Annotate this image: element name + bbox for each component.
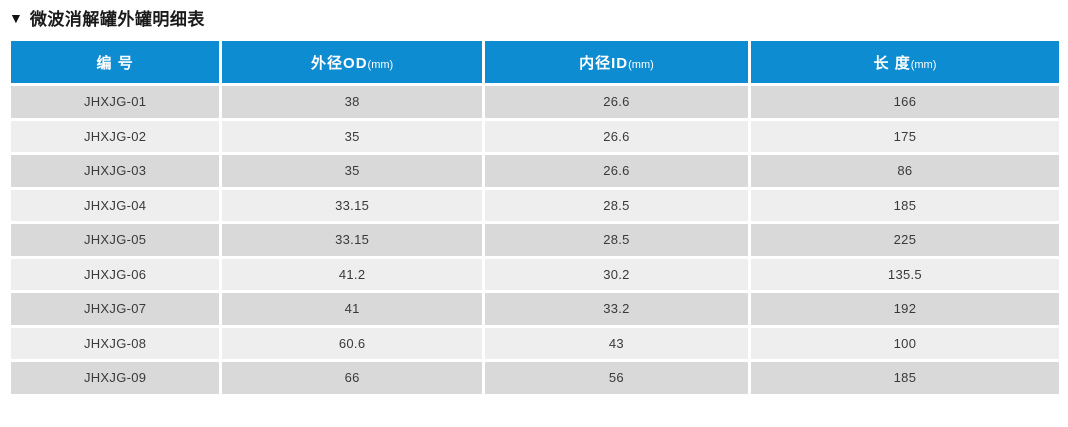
- table-row: JHXJG-07 41 33.2 192: [7, 290, 1063, 328]
- product-code-cell: JHXJG-03: [7, 152, 223, 190]
- column-header-unit: (mm): [910, 58, 937, 71]
- table-header-row: 编 号 外径OD(mm) 内径ID(mm) 长 度(mm): [7, 38, 1063, 86]
- column-header-inner-diameter: 内径ID(mm): [482, 38, 751, 86]
- column-header-label: 长 度: [873, 54, 911, 72]
- value-cell: 38: [219, 83, 485, 121]
- product-code-cell: JHXJG-05: [7, 221, 223, 259]
- column-header-label: 编 号: [96, 54, 134, 72]
- value-cell: 41: [219, 290, 485, 328]
- value-cell: 225: [747, 221, 1063, 259]
- product-code-cell: JHXJG-09: [7, 359, 223, 397]
- table-header: 编 号 外径OD(mm) 内径ID(mm) 长 度(mm): [7, 38, 1063, 86]
- table-row: JHXJG-09 66 56 185: [7, 359, 1063, 397]
- value-cell: 33.15: [219, 221, 485, 259]
- product-code-cell: JHXJG-06: [7, 255, 223, 293]
- column-header-label: 外径OD: [311, 54, 368, 72]
- value-cell: 41.2: [219, 255, 485, 293]
- value-cell: 26.6: [482, 152, 751, 190]
- value-cell: 66: [219, 359, 485, 397]
- column-header-code: 编 号: [7, 38, 223, 86]
- section-title: ▼ 微波消解罐外罐明细表: [9, 5, 205, 30]
- product-code-cell: JHXJG-02: [7, 117, 223, 155]
- value-cell: 33.2: [482, 290, 751, 328]
- product-code-cell: JHXJG-04: [7, 186, 223, 224]
- table-row: JHXJG-06 41.2 30.2 135.5: [7, 255, 1063, 293]
- value-cell: 192: [747, 290, 1063, 328]
- column-header-outer-diameter: 外径OD(mm): [219, 38, 485, 86]
- value-cell: 166: [747, 83, 1063, 121]
- table-body: JHXJG-01 38 26.6 166 JHXJG-02 35 26.6 175 JHXJG-…: [7, 83, 1063, 397]
- spec-table: 编 号 外径OD(mm) 内径ID(mm) 长 度(mm) JHXJG-01 38…: [7, 38, 1063, 397]
- value-cell: 28.5: [482, 186, 751, 224]
- product-code-cell: JHXJG-01: [7, 83, 223, 121]
- value-cell: 35: [219, 117, 485, 155]
- product-code-cell: JHXJG-07: [7, 290, 223, 328]
- section-title-text: 微波消解罐外罐明细表: [29, 10, 205, 29]
- value-cell: 185: [747, 186, 1063, 224]
- table-row: JHXJG-04 33.15 28.5 185: [7, 186, 1063, 224]
- table-row: JHXJG-05 33.15 28.5 225: [7, 221, 1063, 259]
- column-header-length: 长 度(mm): [747, 38, 1063, 86]
- value-cell: 28.5: [482, 221, 751, 259]
- value-cell: 185: [747, 359, 1063, 397]
- value-cell: 135.5: [747, 255, 1063, 293]
- triangle-marker-icon: ▼: [9, 9, 23, 26]
- value-cell: 33.15: [219, 186, 485, 224]
- value-cell: 26.6: [482, 83, 751, 121]
- table-row: JHXJG-02 35 26.6 175: [7, 117, 1063, 155]
- product-code-cell: JHXJG-08: [7, 324, 223, 362]
- column-header-unit: (mm): [367, 58, 394, 71]
- value-cell: 35: [219, 152, 485, 190]
- column-header-label: 内径ID: [579, 54, 629, 72]
- value-cell: 86: [747, 152, 1063, 190]
- value-cell: 30.2: [482, 255, 751, 293]
- table-row: JHXJG-03 35 26.6 86: [7, 152, 1063, 190]
- column-header-unit: (mm): [628, 58, 654, 71]
- value-cell: 43: [482, 324, 751, 362]
- value-cell: 56: [482, 359, 751, 397]
- value-cell: 175: [747, 117, 1063, 155]
- value-cell: 26.6: [482, 117, 751, 155]
- table-row: JHXJG-08 60.6 43 100: [7, 324, 1063, 362]
- value-cell: 60.6: [219, 324, 485, 362]
- value-cell: 100: [747, 324, 1063, 362]
- table-row: JHXJG-01 38 26.6 166: [7, 83, 1063, 121]
